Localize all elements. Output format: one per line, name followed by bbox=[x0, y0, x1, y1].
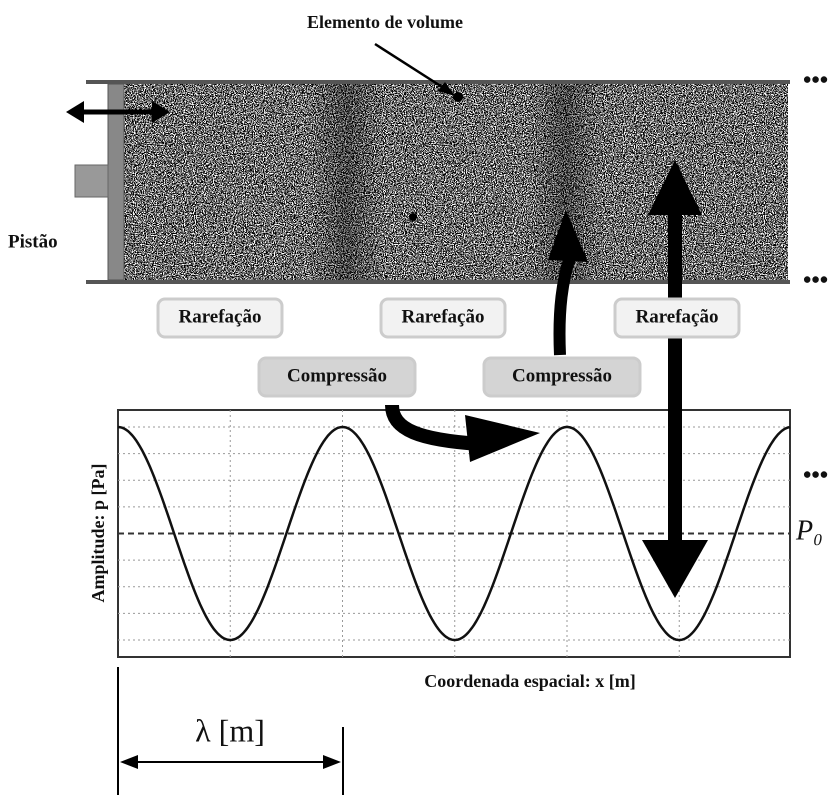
wavelength-label: λ [m] bbox=[195, 712, 265, 748]
piston-label: Pistão bbox=[8, 231, 58, 252]
arrow bbox=[553, 248, 578, 356]
pressure-curve bbox=[117, 425, 791, 642]
arrow-head bbox=[465, 415, 540, 462]
x-axis-label: Coordenada espacial: x [m] bbox=[424, 671, 635, 691]
ellipsis: ••• bbox=[803, 463, 828, 489]
label-box bbox=[379, 297, 507, 339]
label: Rarefação bbox=[635, 306, 718, 327]
pointer bbox=[374, 42, 451, 94]
arrow bbox=[385, 404, 481, 451]
arrow-head bbox=[548, 210, 588, 262]
label-box bbox=[482, 356, 642, 398]
label-box bbox=[613, 297, 741, 339]
label: Rarefação bbox=[178, 306, 261, 327]
arrow-head bbox=[152, 101, 170, 123]
arrow-head bbox=[66, 101, 84, 123]
volume-label: Elemento de volume bbox=[307, 12, 463, 32]
label: Rarefação bbox=[401, 306, 484, 327]
pointer-head bbox=[438, 82, 455, 96]
volume-element bbox=[453, 92, 463, 102]
arrow-head bbox=[648, 160, 702, 215]
arrow-head bbox=[120, 755, 138, 769]
arrow-head bbox=[323, 755, 341, 769]
label: Compressão bbox=[512, 365, 612, 386]
y-axis-label: Amplitude: p [Pa] bbox=[88, 464, 108, 603]
compression-bands bbox=[124, 84, 788, 280]
ellipsis: ••• bbox=[803, 68, 828, 94]
piston-rod bbox=[74, 164, 109, 198]
ellipsis: ••• bbox=[803, 268, 828, 294]
tags: Rarefação Rarefação Rarefação Compressão Com… bbox=[156, 297, 741, 398]
label: Compressão bbox=[287, 365, 387, 386]
particle bbox=[409, 213, 417, 221]
arrows bbox=[385, 160, 708, 598]
arrow-head bbox=[642, 540, 708, 598]
label-box bbox=[156, 297, 284, 339]
reference-label: P₀ bbox=[795, 515, 823, 546]
label-box bbox=[257, 356, 417, 398]
